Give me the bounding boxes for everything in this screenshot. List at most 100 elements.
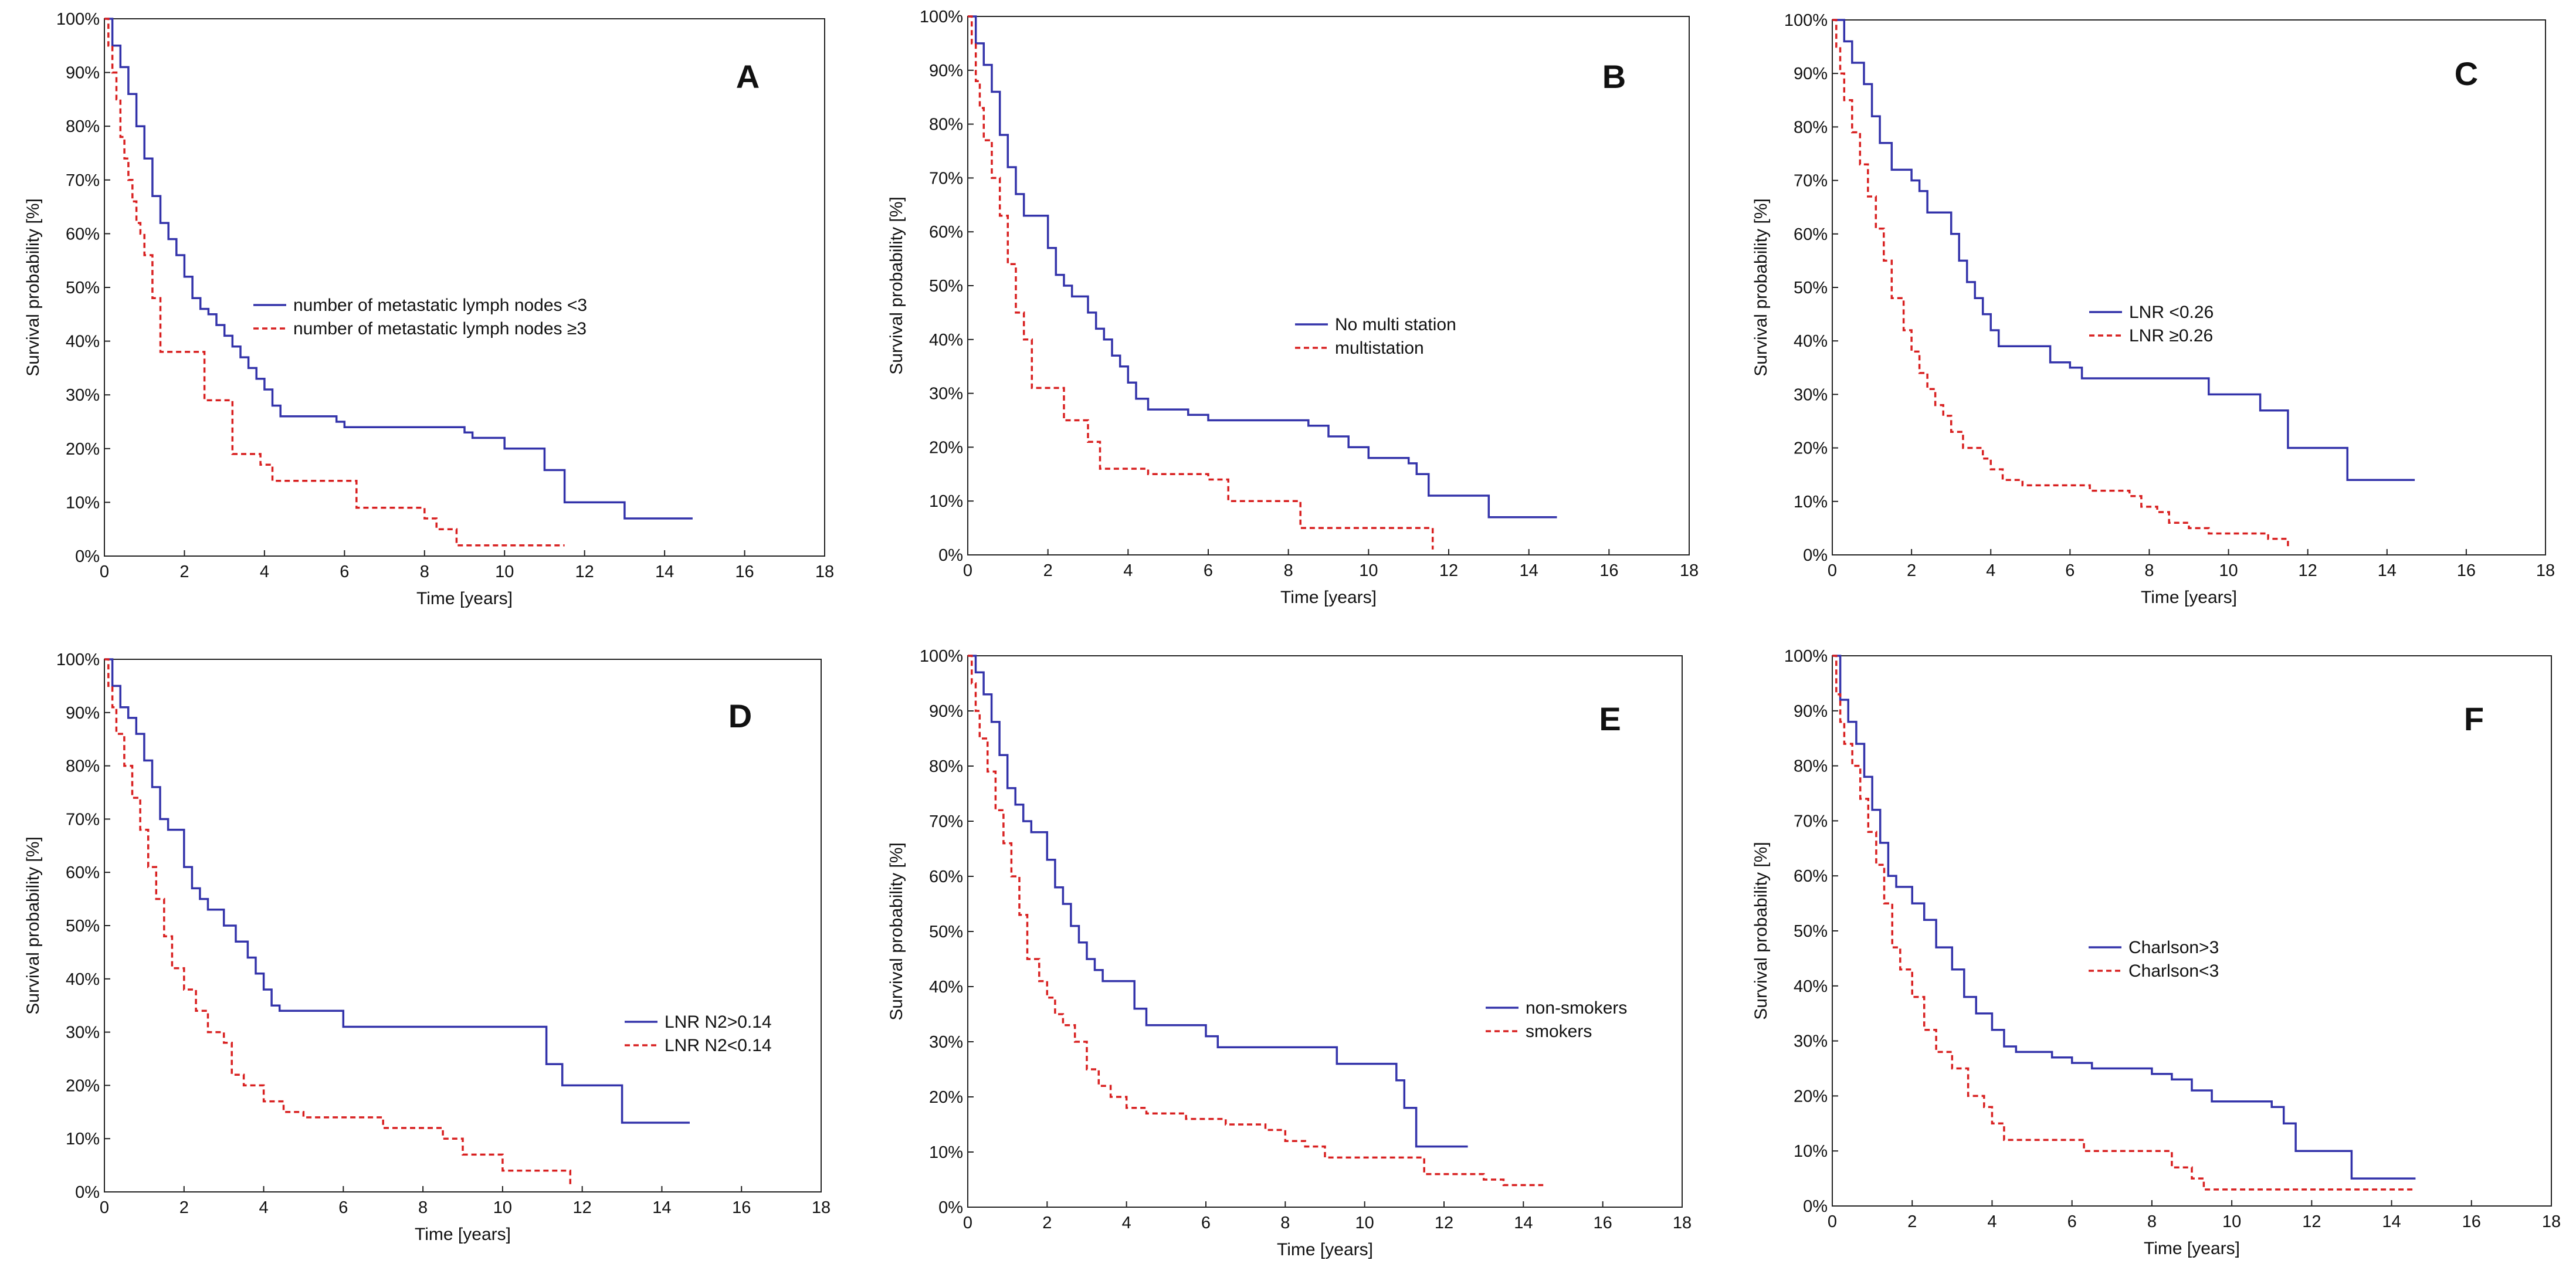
y-tick-label: 80% <box>929 757 963 776</box>
y-tick-label: 10% <box>929 1143 963 1162</box>
x-tick-label: 16 <box>735 563 754 581</box>
y-axis-label: Survival probability [%] <box>1751 842 1771 1019</box>
x-tick-label: 8 <box>2144 561 2154 580</box>
legend-label: number of metastatic lymph nodes <3 <box>293 296 587 315</box>
x-tick-label: 6 <box>340 563 349 581</box>
x-tick-label: 14 <box>1520 561 1538 580</box>
x-tick-label: 16 <box>2462 1212 2481 1231</box>
x-tick-label: 0 <box>1828 561 1837 580</box>
plot-frame <box>1832 655 2552 1207</box>
x-tick-label: 10 <box>493 1198 512 1217</box>
x-tick-label: 2 <box>1907 1212 1917 1231</box>
y-tick-label: 100% <box>1784 11 1828 30</box>
y-tick-label: 10% <box>66 493 100 512</box>
y-axis-label: Survival probability [%] <box>1751 198 1771 376</box>
y-tick-label: 10% <box>1794 1142 1828 1161</box>
panel-letter: A <box>736 58 760 95</box>
y-tick-label: 20% <box>1794 1087 1828 1106</box>
y-tick-label: 30% <box>1794 385 1828 404</box>
y-tick-label: 0% <box>75 547 100 566</box>
y-tick-label: 80% <box>1794 118 1828 137</box>
y-tick-label: 80% <box>1794 757 1828 776</box>
y-tick-label: 70% <box>929 169 963 188</box>
x-tick-label: 2 <box>179 1198 189 1217</box>
panel-letter: E <box>1599 700 1621 737</box>
y-tick-label: 40% <box>1794 977 1828 996</box>
x-tick-label: 4 <box>1122 1214 1131 1232</box>
x-tick-label: 12 <box>2302 1212 2321 1231</box>
y-tick-label: 80% <box>66 117 100 136</box>
km-curve-group-2 <box>104 658 572 1187</box>
x-tick-label: 2 <box>179 563 189 581</box>
y-tick-label: 80% <box>66 757 100 776</box>
plot-frame <box>1832 19 2546 555</box>
legend-label: LNR N2<0.14 <box>665 1036 772 1055</box>
x-tick-label: 12 <box>1439 561 1458 580</box>
x-tick-label: 4 <box>1987 1212 1997 1231</box>
x-tick-label: 10 <box>1355 1214 1374 1232</box>
x-tick-label: 8 <box>1284 561 1293 580</box>
y-axis-label: Survival probability [%] <box>23 198 43 376</box>
km-curve-group-1 <box>104 18 693 520</box>
x-tick-label: 12 <box>1435 1214 1453 1232</box>
x-tick-label: 4 <box>259 1198 268 1217</box>
y-tick-label: 50% <box>66 279 100 297</box>
y-tick-label: 50% <box>1794 279 1828 297</box>
y-tick-label: 10% <box>929 492 963 511</box>
legend-label: LNR N2>0.14 <box>665 1012 772 1032</box>
y-tick-label: 70% <box>66 810 100 829</box>
panel-a: 0% 10% 20% 30% 40% 50% 60% 70% 80% 90% 100% 0 2 4 6 8 10… <box>23 10 834 608</box>
km-curve-group-1 <box>104 658 690 1124</box>
y-tick-label: 70% <box>66 171 100 190</box>
y-tick-label: 90% <box>66 64 100 83</box>
x-tick-label: 18 <box>1673 1214 1692 1232</box>
y-tick-label: 10% <box>1794 493 1828 511</box>
x-tick-label: 4 <box>1123 561 1133 580</box>
x-tick-label: 4 <box>260 563 269 581</box>
km-curve-group-1 <box>1832 19 2415 482</box>
x-tick-label: 18 <box>2542 1212 2561 1231</box>
x-axis-label: Time [years] <box>416 589 513 608</box>
y-tick-label: 20% <box>929 438 963 457</box>
km-curve-group-2 <box>104 18 565 547</box>
panel-b: 0% 10% 20% 30% 40% 50% 60% 70% 80% 90% 100% 0 2 4 6 8 10… <box>887 8 1699 607</box>
y-tick-label: 90% <box>1794 702 1828 721</box>
y-tick-label: 0% <box>1803 546 1828 565</box>
y-tick-label: 90% <box>1794 65 1828 83</box>
x-tick-label: 0 <box>100 1198 109 1217</box>
y-tick-label: 60% <box>66 863 100 882</box>
panel-letter: D <box>728 697 752 734</box>
km-curve-group-2 <box>968 655 1544 1187</box>
x-tick-label: 10 <box>2222 1212 2241 1231</box>
y-tick-label: 70% <box>929 812 963 831</box>
y-tick-label: 30% <box>1794 1032 1828 1051</box>
x-tick-label: 10 <box>1359 561 1378 580</box>
x-tick-label: 16 <box>1599 561 1618 580</box>
panel-letter: C <box>2455 55 2478 92</box>
y-tick-label: 60% <box>929 868 963 886</box>
x-tick-label: 6 <box>1201 1214 1211 1232</box>
x-axis-label: Time [years] <box>2144 1239 2240 1258</box>
plot-frame <box>104 659 822 1192</box>
x-tick-label: 18 <box>1680 561 1699 580</box>
plot-frame <box>967 655 1683 1208</box>
x-tick-label: 0 <box>1828 1212 1837 1231</box>
plot-frame <box>104 18 825 557</box>
y-tick-label: 70% <box>1794 812 1828 831</box>
panel-letter: B <box>1602 58 1626 95</box>
panel-letter: F <box>2464 700 2484 737</box>
y-tick-label: 60% <box>1794 225 1828 244</box>
y-tick-label: 90% <box>929 702 963 721</box>
y-tick-label: 90% <box>929 62 963 80</box>
x-tick-label: 18 <box>815 563 834 581</box>
y-tick-label: 60% <box>66 225 100 243</box>
x-tick-label: 8 <box>1280 1214 1290 1232</box>
panel-e: 0% 10% 20% 30% 40% 50% 60% 70% 80% 90% 100% 0 2 4 6 8 10… <box>887 647 1692 1259</box>
x-tick-label: 14 <box>1514 1214 1533 1232</box>
legend-label: smokers <box>1526 1022 1592 1041</box>
y-tick-label: 100% <box>56 10 100 29</box>
legend-label: Charlson>3 <box>2128 938 2219 957</box>
x-tick-label: 0 <box>963 561 972 580</box>
x-tick-label: 6 <box>338 1198 348 1217</box>
x-tick-label: 12 <box>573 1198 592 1217</box>
